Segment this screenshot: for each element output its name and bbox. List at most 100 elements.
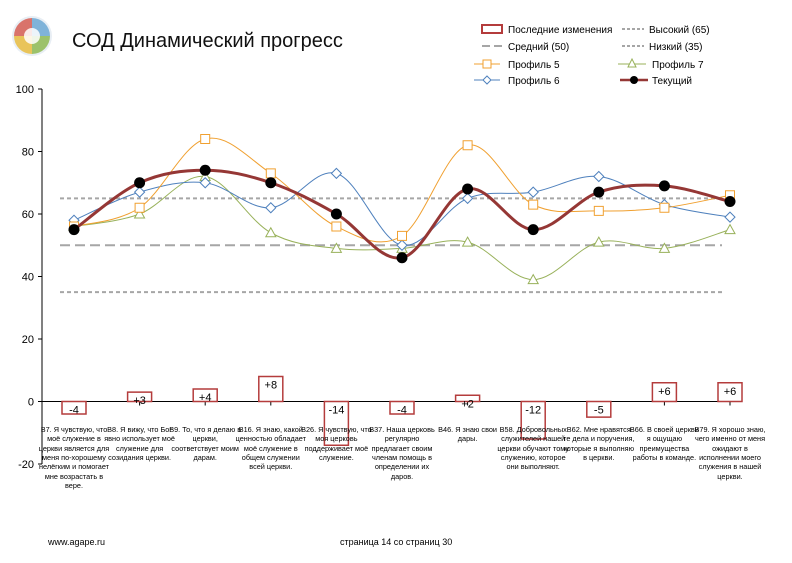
legend-label-mid: Средний (50) [508, 42, 569, 53]
change-markers: -4 +3 +4 +8 -14 -4 +2 -12 -5 +6 +6 [61, 375, 743, 446]
point-p5 [462, 140, 473, 151]
point-current [593, 186, 605, 198]
change-bar [651, 382, 678, 403]
legend: Последние изменения Высокий (65) Средний… [474, 24, 710, 87]
change-bar [520, 400, 546, 440]
axes: 100 80 60 40 20 0 -20 [16, 84, 740, 471]
legend-label-p5: Профиль 5 [508, 59, 560, 71]
change-label: -5 [594, 405, 604, 417]
change-label: +3 [133, 395, 146, 407]
change-label: -4 [69, 405, 79, 417]
legend-marker-p7 [627, 57, 637, 68]
reference-lines [60, 197, 722, 294]
point-p6 [330, 167, 343, 180]
change-bar [126, 391, 153, 403]
change-bar [61, 400, 87, 415]
footer-url: www.agape.ru [48, 537, 106, 547]
point-p5 [265, 168, 276, 179]
point-p7 [264, 226, 277, 238]
point-p7 [592, 236, 605, 247]
point-current [724, 196, 736, 207]
point-p7 [133, 207, 146, 219]
point-p5 [200, 134, 211, 144]
point-p5 [397, 230, 407, 241]
change-bar [717, 382, 743, 403]
change-label: +8 [265, 380, 278, 392]
category-label: B79. Я хорошо знаю, чего именно от меня … [694, 425, 766, 481]
change-label: -14 [328, 405, 344, 417]
change-bar [192, 388, 218, 403]
change-bar [323, 400, 350, 446]
legend-marker-current [630, 76, 638, 84]
footer-page-number: страница 14 со страниц 30 [340, 537, 453, 547]
legend-label-high: Высокий (65) [649, 25, 710, 36]
point-p6 [724, 211, 736, 223]
logo-icon [12, 16, 52, 56]
y-tick-label: 40 [22, 272, 34, 284]
category-label: B58. Добровольных служителей нашей церкв… [497, 425, 570, 472]
point-p6 [461, 192, 474, 205]
category-label: B37. Наша церковь регулярно предлагает с… [369, 425, 435, 481]
legend-label-p7: Профиль 7 [652, 59, 704, 71]
y-tick-label: 20 [22, 334, 34, 346]
change-label: -4 [397, 405, 407, 417]
page-title: СОД Динамический прогресс [72, 30, 343, 52]
point-p6 [396, 239, 408, 251]
point-current [68, 224, 80, 236]
change-label: +6 [724, 386, 737, 398]
legend-marker-p6 [482, 75, 492, 85]
point-p5 [331, 221, 342, 232]
legend-label-p6: Профиль 6 [508, 75, 560, 87]
point-p7 [658, 242, 671, 253]
point-p6 [265, 202, 277, 214]
change-bar [586, 400, 612, 418]
point-current [330, 208, 342, 220]
category-label: B46. Я знаю свои дары. [438, 425, 498, 444]
category-label: B7. Я чувствую, что моё служение в церкв… [38, 425, 110, 490]
point-p5 [659, 202, 670, 213]
point-current [396, 252, 408, 264]
point-current [462, 183, 474, 195]
point-current [658, 180, 670, 192]
point-p7 [330, 242, 343, 253]
legend-marker-p5 [482, 59, 492, 69]
legend-label-changes: Последние изменения [508, 25, 612, 36]
point-p5 [134, 202, 145, 213]
point-p6 [199, 177, 211, 189]
point-p7 [527, 273, 540, 285]
change-label: -12 [525, 405, 541, 417]
point-p6 [133, 186, 146, 198]
change-label: +4 [199, 392, 212, 404]
point-current [265, 177, 277, 189]
y-tick-label: 0 [28, 397, 34, 409]
legend-label-low: Низкий (35) [649, 42, 703, 53]
change-bar [258, 375, 284, 403]
series-line-p5 [73, 137, 731, 243]
point-p7 [724, 223, 736, 235]
change-bar [389, 400, 415, 415]
y-tick-label: 100 [16, 84, 34, 96]
y-tick-label: 60 [22, 209, 34, 221]
category-label: B66. В своей церкви я ощущаю преимуществ… [629, 425, 699, 462]
category-label: B9. То, что я делаю в церкви, соответств… [169, 425, 242, 462]
category-label: B16. Я знаю, какой ценностью обладает мо… [235, 425, 306, 472]
point-p6 [527, 186, 539, 198]
category-label: B62. Мне нравятся те дела и поручения, к… [563, 425, 635, 462]
y-tick-label: 80 [22, 147, 34, 159]
category-label: B8. Я вижу, что Бог явно использует моё … [104, 425, 175, 462]
y-tick-label: -20 [18, 459, 34, 471]
point-current [527, 224, 539, 236]
legend-label-current: Текущий [652, 76, 692, 87]
change-label: +2 [461, 398, 474, 410]
point-p5 [593, 205, 604, 216]
legend-swatch-changes [481, 24, 503, 34]
series-lines [68, 134, 736, 285]
series-line-p7 [73, 175, 731, 281]
change-bar [454, 394, 481, 403]
point-p7 [461, 236, 474, 247]
point-current [134, 177, 146, 189]
point-p5 [528, 199, 539, 210]
point-current [199, 164, 211, 176]
point-p6 [593, 170, 605, 183]
